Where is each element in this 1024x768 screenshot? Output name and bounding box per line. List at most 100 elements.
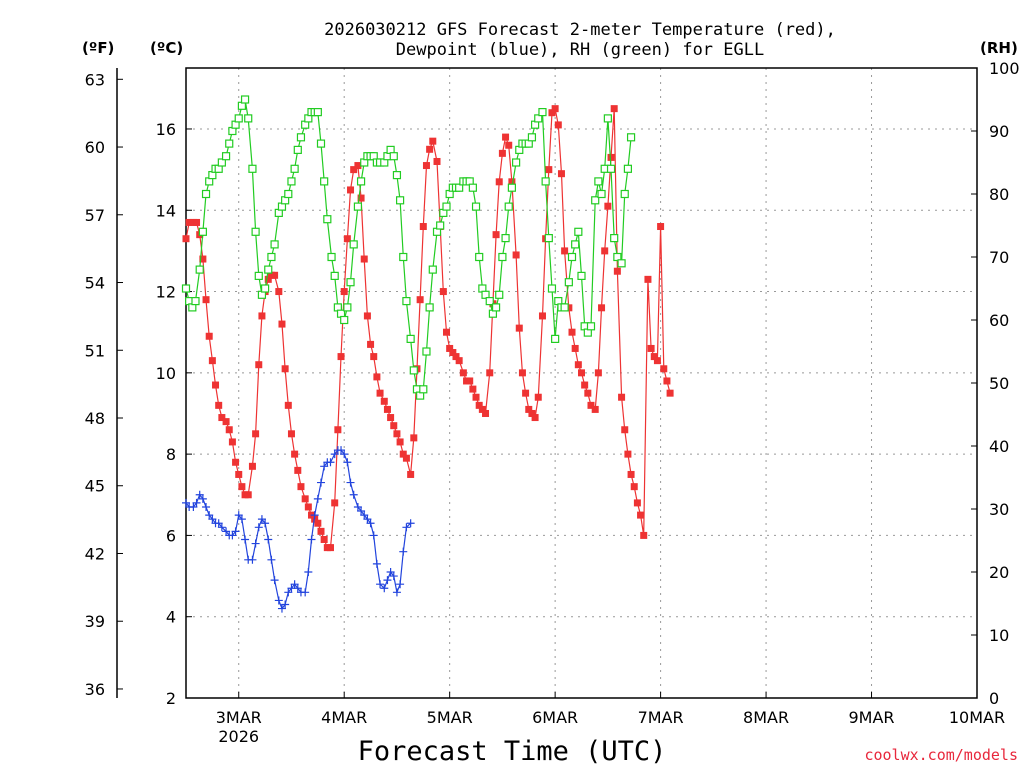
temperature-point xyxy=(531,414,539,422)
fahrenheit-tick-label: 57 xyxy=(85,206,105,225)
temperature-point xyxy=(334,426,342,434)
temperature-point xyxy=(320,535,328,543)
dewpoint-point xyxy=(389,572,398,581)
rh-point xyxy=(343,303,352,312)
temperature-point xyxy=(422,162,430,170)
temperature-point xyxy=(275,288,283,296)
temperature-point xyxy=(360,255,368,263)
dewpoint-point xyxy=(396,580,405,589)
temperature-point xyxy=(478,405,486,413)
dewpoint-point xyxy=(369,531,378,540)
temperature-point xyxy=(185,218,193,226)
dewpoint-point xyxy=(254,523,263,532)
temperature-point xyxy=(528,409,536,417)
rh-point xyxy=(507,183,516,192)
temperature-point xyxy=(522,389,530,397)
temperature-point xyxy=(363,312,371,320)
temperature-point xyxy=(252,430,260,438)
rh-point xyxy=(501,234,510,243)
temperature-point xyxy=(255,361,263,369)
temperature-point xyxy=(340,288,348,296)
temperature-point xyxy=(584,389,592,397)
temperature-point xyxy=(317,527,325,535)
fahrenheit-tick-label: 45 xyxy=(85,477,105,496)
temperature-point xyxy=(402,454,410,462)
temperature-point xyxy=(228,438,236,446)
rh-point xyxy=(617,259,626,268)
temperature-point xyxy=(199,255,207,263)
rh-point xyxy=(485,297,494,306)
dewpoint-point xyxy=(228,531,237,540)
temperature-point xyxy=(238,483,246,491)
rh-point xyxy=(346,278,355,287)
temperature-point xyxy=(607,153,615,161)
temperature-point xyxy=(518,369,526,377)
temperature-point xyxy=(304,503,312,511)
temperature-point xyxy=(376,389,384,397)
rh-point xyxy=(436,221,445,230)
temperature-point xyxy=(215,401,223,409)
dewpoint-point xyxy=(241,535,250,544)
temperature-point xyxy=(455,357,463,365)
unit-celsius: (ºC) xyxy=(150,39,183,57)
dewpoint-point xyxy=(217,523,226,532)
fahrenheit-tick-label: 42 xyxy=(85,544,105,563)
temperature-point xyxy=(399,450,407,458)
rh-point xyxy=(504,202,513,211)
rh-point xyxy=(551,334,560,343)
temperature-point xyxy=(601,247,609,255)
dewpoint-point xyxy=(257,515,266,524)
dewpoint-point xyxy=(346,478,355,487)
rh-point xyxy=(287,177,296,186)
temperature-point xyxy=(578,369,585,377)
rh-tick-label: 60 xyxy=(989,311,1009,330)
temperature-point xyxy=(370,353,378,361)
rh-point xyxy=(296,133,306,142)
temperature-point xyxy=(225,426,233,434)
dewpoint-point xyxy=(386,568,395,576)
temperature-point xyxy=(551,105,559,113)
temperature-point xyxy=(495,178,503,186)
temperature-point xyxy=(475,401,483,409)
temperature-point xyxy=(587,401,595,409)
temperature-point xyxy=(281,365,289,373)
temperature-point xyxy=(446,344,454,352)
rh-point xyxy=(284,189,293,199)
dewpoint-point xyxy=(392,588,401,597)
rh-point xyxy=(395,196,405,205)
rh-point xyxy=(240,95,250,104)
rh-point xyxy=(181,284,191,293)
dewpoint-point xyxy=(402,523,411,532)
temperature-point xyxy=(568,328,576,336)
rh-point xyxy=(422,347,431,356)
temperature-point xyxy=(653,357,661,365)
temperature-point xyxy=(294,466,302,474)
dewpoint-point xyxy=(205,511,214,520)
temperature-point xyxy=(390,422,398,430)
temperature-point xyxy=(350,166,358,174)
rh-point xyxy=(571,240,580,249)
rh-point xyxy=(613,252,622,262)
rh-point xyxy=(349,240,358,249)
rh-point xyxy=(603,114,612,123)
dewpoint-point xyxy=(349,490,358,499)
temperature-point xyxy=(439,288,447,296)
dewpoint-point xyxy=(237,515,246,524)
dewpoint-point xyxy=(307,535,316,544)
dewpoint-point xyxy=(261,519,270,528)
temperature-point xyxy=(512,251,520,259)
unit-rh: (RH) xyxy=(980,39,1018,57)
rh-point xyxy=(353,202,363,211)
temperature-point xyxy=(637,511,645,519)
fahrenheit-tick-label: 51 xyxy=(85,341,105,360)
dewpoint-point xyxy=(357,507,366,516)
dewpoint-point xyxy=(290,580,299,589)
temperature-point xyxy=(271,271,279,279)
rh-point xyxy=(195,265,204,274)
temperature-point xyxy=(258,312,266,320)
dewpoint-point xyxy=(316,478,325,487)
rh-point xyxy=(217,158,226,167)
celsius-tick-label: 4 xyxy=(166,608,176,627)
temperature-point xyxy=(627,470,635,478)
